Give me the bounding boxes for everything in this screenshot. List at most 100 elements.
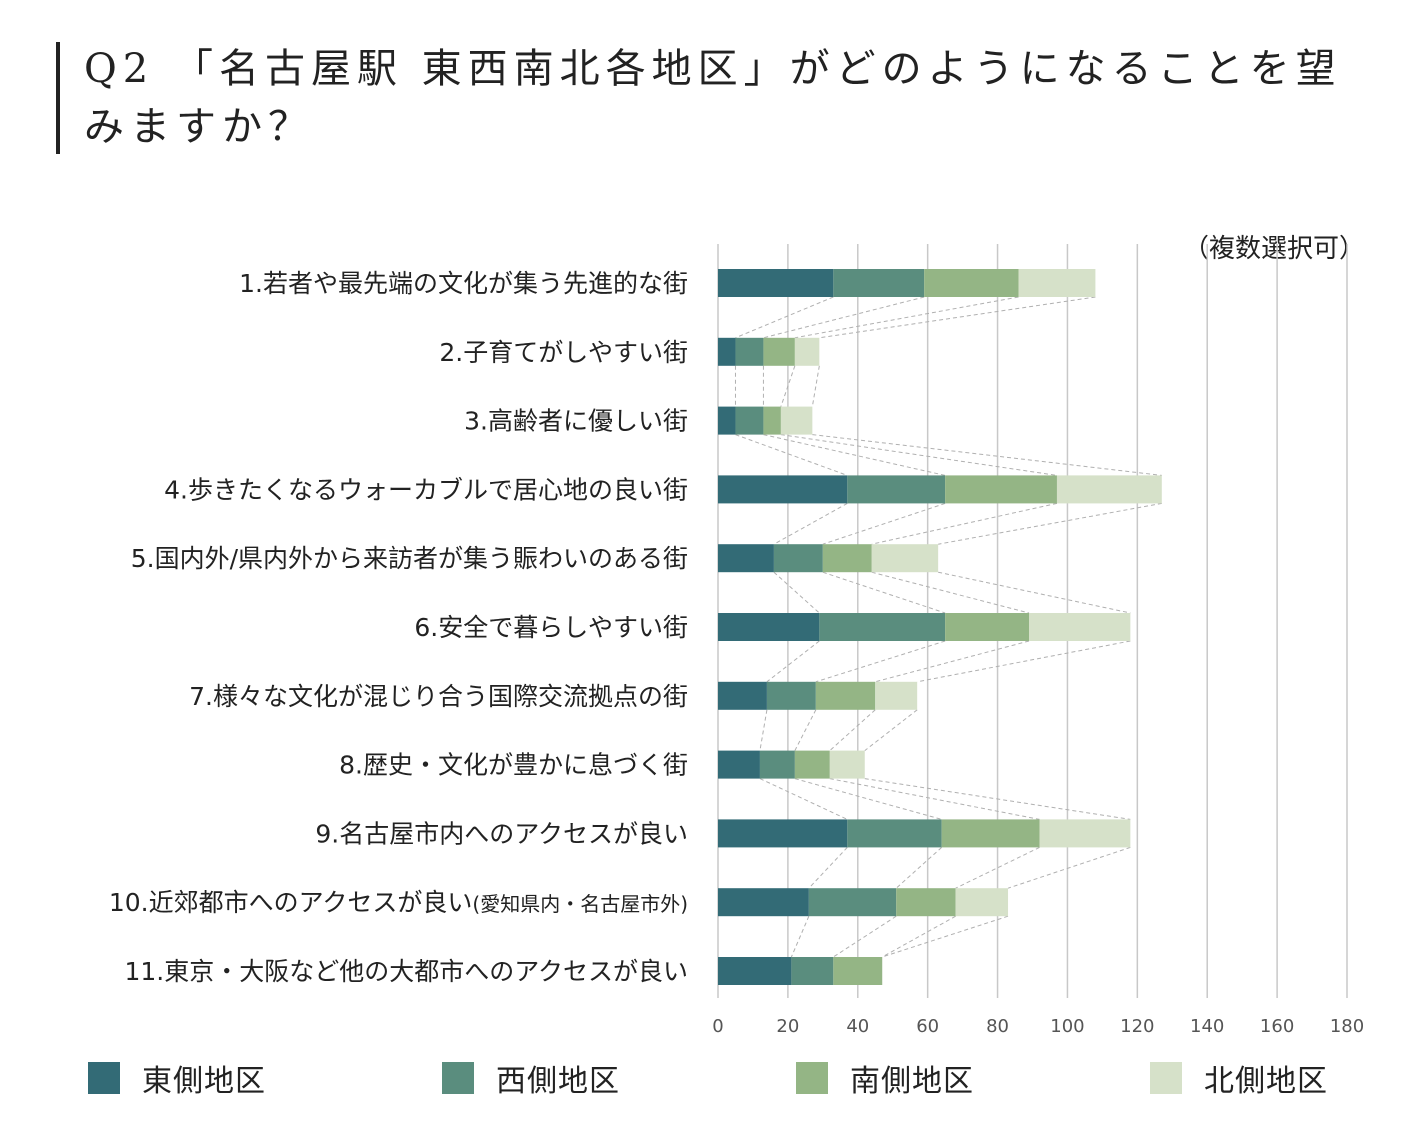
bar-segment [735,406,764,435]
x-tick-label: 20 [776,1016,799,1037]
series-connector [871,502,1058,545]
bar-segment [833,957,883,985]
legend-item-north: 北側地区 [1150,1056,1328,1100]
bar-segment [829,750,865,779]
bar-segment [833,269,925,297]
bar-segment [815,681,876,710]
series-connector [794,296,1019,339]
legend-swatch-north [1150,1062,1182,1094]
category-label: 8.歴史・文化が豊かに息づく街 [339,751,688,780]
x-tick-label: 120 [1120,1016,1154,1037]
bar-segment [847,475,946,504]
bar-segment [763,337,795,366]
bar-segment [718,681,767,710]
bar-segment [1039,819,1131,848]
series-connector [871,571,1030,614]
series-connector [773,502,848,545]
x-tick-label: 80 [986,1016,1009,1037]
x-tick-label: 40 [846,1016,869,1037]
bar-segment [718,613,820,641]
series-connector [819,296,1096,339]
series-connector [822,571,946,614]
series-connector [829,709,876,751]
series-connector [790,916,810,958]
bar-segment [718,475,848,504]
bar-segment [955,888,1009,917]
category-label-layer: 1.若者や最先端の文化が集う先進的な街 2.子育てがしやすい街 3.高齢者に優しい街… [109,269,688,986]
category-label: 11.東京・大阪など他の大都市へのアクセスが良い [124,957,688,986]
bar-segment [718,888,809,917]
series-connector [735,434,848,476]
legend: 東側地区 西側地区 南側地区 北側地区 [0,1056,1426,1099]
bar-segment [718,750,760,779]
legend-label-east: 東側地区 [142,1064,266,1099]
x-tick-label: 60 [916,1016,939,1037]
bar-layer [718,269,1162,985]
connector-layer [734,296,1162,958]
series-connector [955,846,1040,889]
legend-label-north: 北側地区 [1204,1064,1328,1099]
series-connector [917,640,1131,683]
series-connector [864,709,918,751]
series-connector [780,365,796,407]
x-tick-label: 100 [1050,1016,1084,1037]
category-label: 10.近郊都市へのアクセスが良い(愛知県内・名古屋市外) [109,888,688,917]
series-connector [829,778,1040,820]
category-label-suffix: (愛知県内・名古屋市外) [472,892,688,916]
series-connector [794,778,942,820]
bar-segment [822,544,872,573]
category-label: 6.安全で暮らしやすい街 [414,613,688,642]
series-connector [794,709,817,751]
bar-segment [759,750,795,779]
bar-segment [1018,269,1096,297]
category-label: 4.歩きたくなるウォーカブルで居心地の良い街 [164,475,688,504]
x-tick-label: 0 [712,1016,723,1037]
bar-segment [718,337,736,366]
series-connector [773,571,820,614]
bar-segment [766,681,816,710]
legend-swatch-west [442,1062,474,1094]
bar-segment [945,475,1057,504]
bar-segment [871,544,939,573]
bar-segment [780,406,813,435]
bar-segment [875,681,918,710]
bar-segment [808,888,897,917]
series-connector [833,915,897,958]
multiple-choice-note: （複数選択可） [1183,234,1366,264]
bar-segment [718,957,792,985]
series-connector [822,502,946,545]
series-connector [735,296,834,339]
bar-segment [945,613,1030,641]
bar-segment [794,750,830,779]
series-connector [766,640,820,683]
bar-segment [924,269,1019,297]
x-tick-layer: 0 20 40 60 80 100 120 140 160 180 [712,1016,1364,1037]
series-connector [938,502,1162,545]
legend-item-east: 東側地区 [88,1056,266,1100]
bar-segment [847,819,942,848]
bar-segment [896,888,956,917]
bar-segment [1056,475,1162,504]
bar-segment [1029,613,1131,641]
category-label: 2.子育てがしやすい街 [439,338,688,367]
stacked-bar-chart: 1.若者や最先端の文化が集う先進的な街 2.子育てがしやすい街 3.高齢者に優しい街… [109,244,1364,1037]
category-label: 7.様々な文化が混じり合う国際交流拠点の街 [189,682,688,711]
series-connector [895,847,942,889]
category-label: 5.国内外/県内外から来訪者が集う賑わいのある街 [131,544,688,573]
legend-swatch-south [796,1062,828,1094]
bar-segment [718,544,774,573]
x-tick-label: 180 [1330,1016,1364,1037]
series-connector [808,847,848,889]
bar-segment [819,613,946,641]
series-connector [882,915,1009,958]
series-connector [759,709,768,751]
series-connector [812,434,1162,476]
bar-segment [791,957,834,985]
x-tick-label: 140 [1190,1016,1224,1037]
series-connector [780,434,1058,476]
legend-item-west: 西側地区 [442,1056,620,1100]
series-connector [763,434,946,476]
bar-segment [718,269,834,297]
series-connector [815,640,946,683]
series-connector [938,571,1131,614]
